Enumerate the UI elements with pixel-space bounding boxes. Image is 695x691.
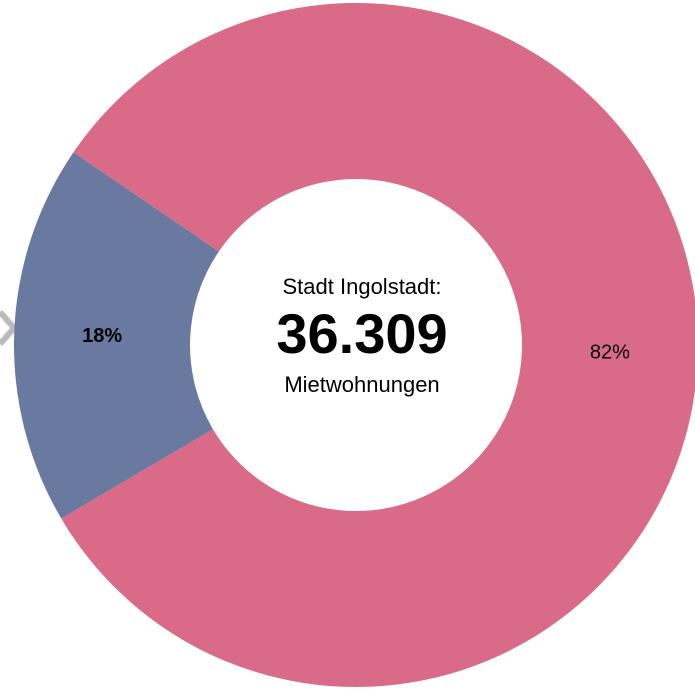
center-subtitle: Mietwohnungen xyxy=(284,372,439,397)
slice-label: 18% xyxy=(82,325,122,347)
center-title: Stadt Ingolstadt: xyxy=(283,274,442,299)
slice xyxy=(13,152,219,519)
slice-label: 82% xyxy=(590,342,630,364)
arrow-decoration xyxy=(0,310,18,346)
center-value: 36.309 xyxy=(276,302,447,365)
slice xyxy=(61,3,695,687)
slices xyxy=(13,3,695,687)
